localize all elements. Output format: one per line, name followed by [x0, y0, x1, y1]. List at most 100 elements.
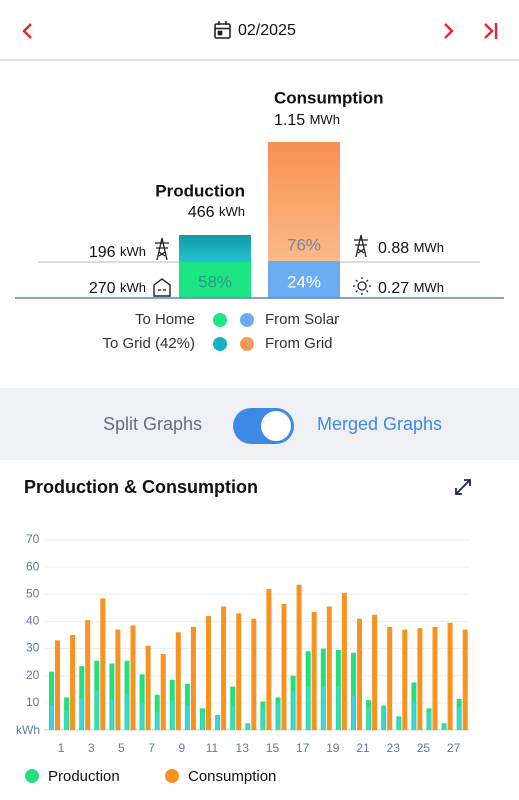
merged-label[interactable]: Merged Graphs: [317, 414, 442, 434]
legend-label: To Home: [135, 311, 195, 328]
value: 0.88: [378, 240, 409, 257]
legend-dot: [240, 337, 254, 351]
bar: [442, 724, 446, 730]
bar: [190, 626, 196, 730]
bar: [95, 690, 99, 730]
legend-label: From Grid: [265, 335, 333, 352]
bar: [397, 717, 401, 730]
pylon-icon: [354, 234, 368, 258]
bar: [357, 618, 362, 730]
bar: [291, 690, 295, 730]
bar: [201, 712, 204, 730]
bar: [387, 626, 393, 730]
to-home-share: 58%: [198, 272, 232, 291]
bar: [457, 706, 461, 730]
toggle-knob: [261, 411, 291, 441]
chart-title: Production & Consumption: [24, 477, 258, 497]
expand-button[interactable]: [455, 479, 471, 495]
production-total: 466 kWh: [188, 204, 245, 221]
bar: [372, 614, 378, 730]
bar: [246, 724, 250, 730]
bar: [402, 629, 408, 730]
bar: [367, 706, 371, 730]
date[interactable]: 02/2025: [238, 22, 296, 39]
consumption-total: 1.15 MWh: [274, 112, 340, 129]
legend-dot: [240, 313, 254, 327]
x-tick-label: 7: [148, 741, 155, 755]
legend-dot: [165, 769, 179, 783]
bar: [70, 635, 76, 730]
bar: [296, 584, 302, 730]
value: 466: [188, 204, 215, 221]
bar: [382, 708, 386, 730]
x-tick-label: 17: [296, 741, 310, 755]
consumption-title: Consumption: [274, 88, 384, 107]
next-button[interactable]: [444, 23, 454, 39]
from-solar-value: 0.27 MWh: [378, 280, 444, 297]
value: 270: [89, 280, 116, 297]
bar: [145, 645, 151, 730]
from-solar-bar: [268, 261, 340, 298]
x-tick-label: 27: [447, 741, 461, 755]
x-tick-label: 25: [417, 741, 431, 755]
value: 0.27: [378, 280, 409, 297]
bar: [185, 705, 189, 730]
x-tick-label: 3: [88, 741, 95, 755]
prev-button[interactable]: [22, 23, 32, 39]
x-tick-label: 23: [387, 741, 401, 755]
bar: [462, 629, 468, 730]
bar: [236, 613, 242, 730]
bar: [221, 606, 227, 730]
to-home-bar: [179, 262, 251, 298]
x-tick-label: 21: [356, 741, 370, 755]
x-tick-label: 13: [236, 741, 250, 755]
x-tick-label: 15: [266, 741, 280, 755]
bar: [49, 671, 54, 730]
legend-label: From Solar: [265, 311, 339, 328]
bar: [170, 700, 174, 730]
bar: [336, 686, 340, 730]
calendar-icon: [214, 21, 231, 39]
split-label[interactable]: Split Graphs: [103, 414, 202, 434]
bar: [65, 711, 69, 730]
bar: [341, 592, 347, 730]
x-tick-label: 1: [58, 741, 65, 755]
y-tick-label: 50: [26, 586, 40, 600]
y-unit: kWh: [16, 723, 40, 737]
to-home-value: 270 kWh: [89, 280, 146, 297]
bar: [427, 712, 431, 730]
sun-icon: [353, 277, 371, 295]
legend-label: Consumption: [188, 768, 276, 785]
y-tick-label: 40: [26, 614, 40, 628]
bar: [160, 654, 166, 730]
bar: [85, 620, 91, 730]
bar: [125, 694, 129, 730]
bar: [251, 618, 257, 730]
bar: [110, 700, 114, 730]
bar: [130, 625, 136, 730]
bar: [306, 686, 310, 730]
legend-label: To Grid (42%): [102, 335, 195, 352]
bar: [417, 628, 423, 730]
y-tick-label: 70: [26, 532, 40, 546]
bar: [281, 603, 287, 730]
to-grid-bar: [179, 235, 251, 262]
bar: [276, 704, 280, 730]
unit: kWh: [120, 244, 146, 259]
unit: MWh: [414, 280, 444, 295]
divider: [0, 59, 519, 61]
last-button[interactable]: [484, 23, 498, 39]
bar: [261, 708, 265, 730]
legend-label: Production: [48, 768, 120, 785]
bar: [432, 626, 438, 730]
bar: [351, 652, 356, 730]
y-tick-label: 10: [26, 695, 40, 709]
bar: [321, 686, 325, 730]
y-tick-label: 30: [26, 641, 40, 655]
value: 196: [89, 244, 116, 261]
from-solar-share: 24%: [287, 272, 321, 291]
x-tick-label: 5: [118, 741, 125, 755]
bar: [326, 606, 332, 730]
legend-dot: [213, 337, 227, 351]
